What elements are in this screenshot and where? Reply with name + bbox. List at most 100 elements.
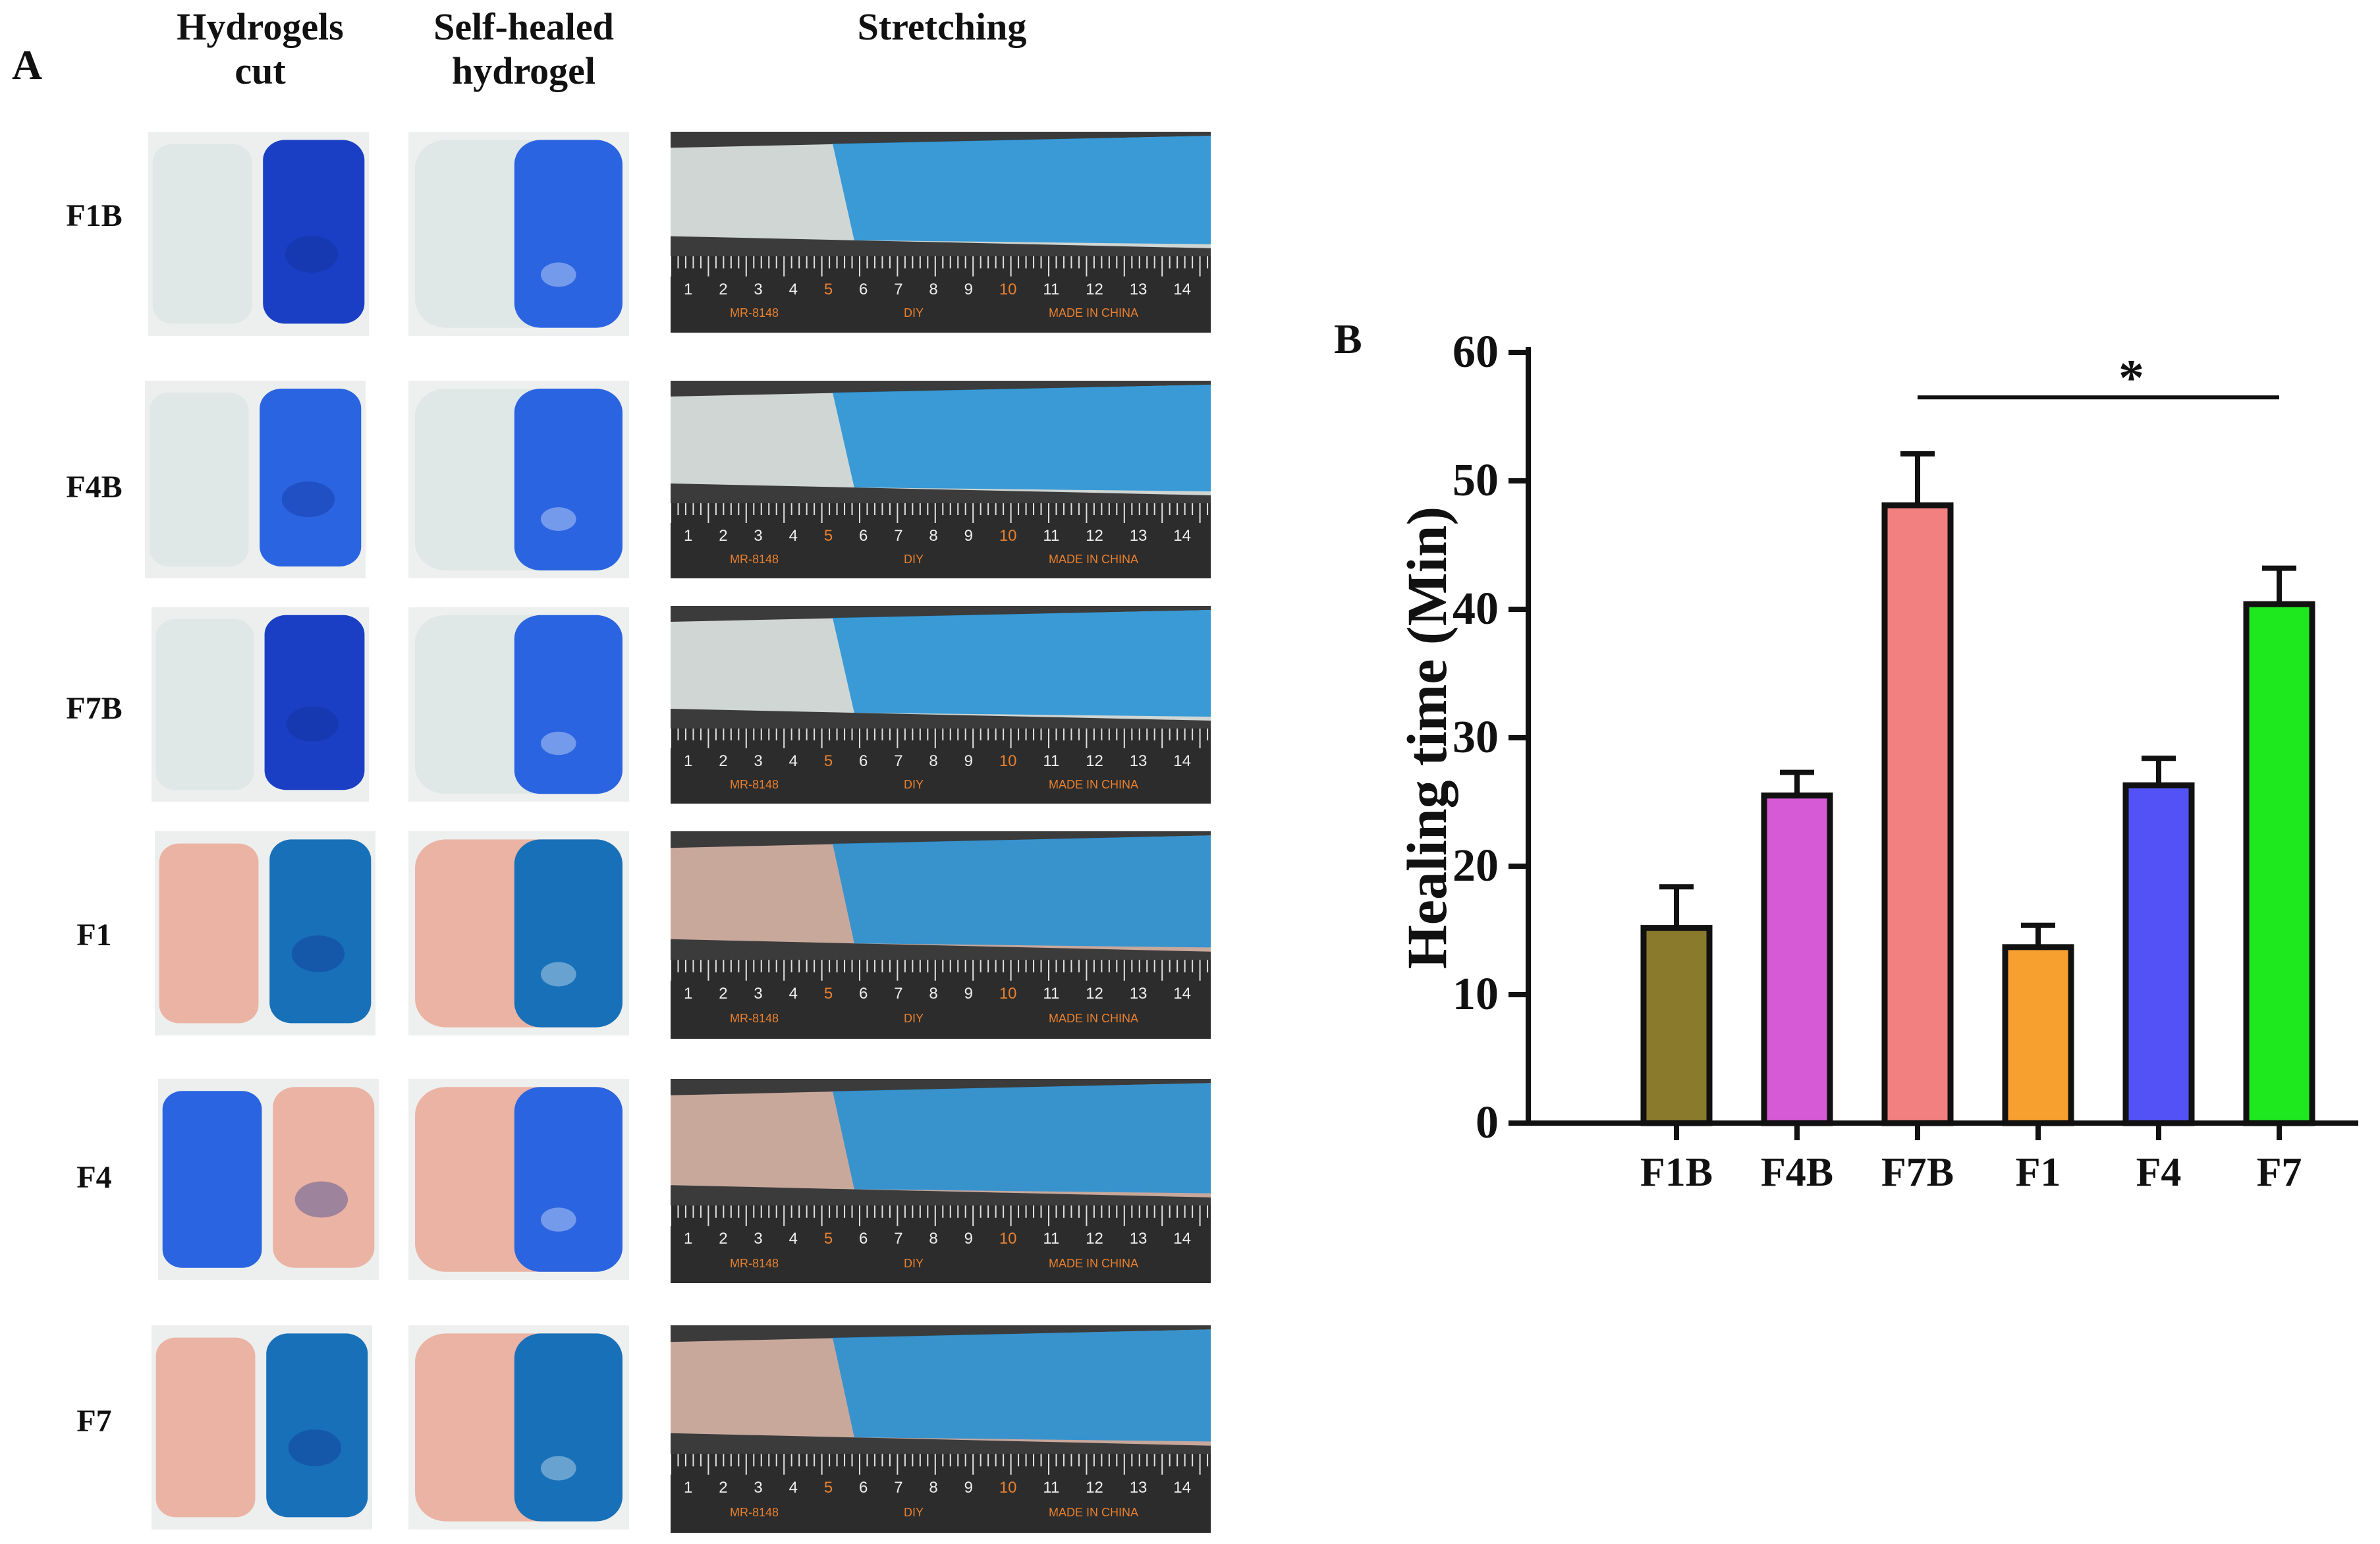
ruler-imprint-text: MR-8148: [730, 1256, 779, 1270]
hydrogel-cut-photo-f7b: [152, 607, 369, 802]
ruler-number: 3: [754, 280, 763, 298]
ruler-imprint-f7: MR-8148 DIY MADE IN CHINA: [730, 1506, 1138, 1520]
ruler-number: 1: [684, 1479, 693, 1497]
y-tick-label: 0: [1476, 1097, 1499, 1148]
column-header-cut-line1: Hydrogels: [177, 5, 344, 48]
x-tick-label-f1b: F1B: [1640, 1150, 1713, 1195]
ruler-number: 6: [859, 985, 868, 1003]
column-header-cut-line2: cut: [235, 49, 286, 92]
ruler-imprint-f1: MR-8148 DIY MADE IN CHINA: [730, 1012, 1138, 1026]
self-healed-photo-f1: [408, 831, 629, 1035]
ruler-number: 5: [823, 985, 833, 1003]
panel-a-label: A: [12, 41, 43, 88]
ruler-number: 13: [1129, 752, 1148, 770]
ruler-numbers-f7: 1 2 3 4 5 6 7 8 9 10 11 12 13 14: [684, 1479, 1191, 1497]
bar-f1: [2002, 944, 2074, 1126]
ruler-number: 4: [789, 752, 798, 770]
row-label-f1: F1: [76, 918, 112, 952]
ruler-imprint-text: DIY: [904, 1506, 924, 1520]
ruler-number: 10: [999, 985, 1017, 1003]
ruler-number: 14: [1173, 527, 1191, 545]
healing-time-chart: 0 10 20 30 40 50 60 Healing time (Min) F1B F4B F7B…: [1395, 327, 2358, 1195]
stretching-photo-f1: [671, 831, 1211, 1039]
ruler-imprint-text: MR-8148: [730, 1012, 779, 1026]
ruler-number: 12: [1086, 527, 1103, 545]
ruler-number: 11: [1043, 527, 1060, 545]
x-tick-label-f4b: F4B: [1761, 1150, 1833, 1195]
x-tick-label-f7: F7: [2257, 1150, 2302, 1195]
ruler-imprint-text: MADE IN CHINA: [1048, 306, 1138, 320]
ruler-imprint-text: MADE IN CHINA: [1048, 1012, 1138, 1026]
ruler-numbers-f4: 1 2 3 4 5 6 7 8 9 10 11 12 13 14: [684, 1230, 1191, 1248]
ruler-number: 14: [1173, 1230, 1191, 1248]
ruler-number: 10: [999, 280, 1017, 298]
ruler-number: 9: [964, 1230, 973, 1248]
ruler-number: 2: [719, 752, 728, 770]
row-label-f4: F4: [76, 1160, 112, 1195]
ruler-numbers-f1: 1 2 3 4 5 6 7 8 9 10 11 12 13 14: [684, 985, 1191, 1003]
ruler-numbers-f1b: 1 2 3 4 5 6 7 8 9 10 11 12 13 14: [684, 281, 1191, 299]
ruler-imprint-text: DIY: [904, 1012, 924, 1026]
ruler-number: 13: [1129, 1479, 1148, 1497]
column-header-healed: Self-healed hydrogel: [392, 5, 655, 93]
hydrogel-cut-photo-f4b: [145, 381, 366, 578]
ruler-imprint-text: MR-8148: [730, 1506, 779, 1520]
ruler-number: 9: [964, 280, 973, 298]
ruler-number: 7: [894, 985, 903, 1003]
ruler-number: 10: [999, 527, 1017, 545]
x-tick-label-f7b: F7B: [1881, 1150, 1954, 1195]
hydrogel-cut-photo-f4: [158, 1079, 379, 1280]
self-healed-photo-f7b: [408, 607, 629, 802]
ruler-imprint-f4: MR-8148 DIY MADE IN CHINA: [730, 1257, 1138, 1271]
ruler-imprint-text: DIY: [904, 1256, 924, 1270]
stretching-photo-f4: [671, 1079, 1211, 1283]
ruler-number: 2: [719, 280, 728, 298]
ruler-number: 5: [823, 752, 833, 770]
ruler-imprint-text: MR-8148: [730, 553, 779, 566]
ruler-number: 12: [1086, 1479, 1103, 1497]
ruler-number: 5: [823, 1479, 833, 1497]
ruler-number: 8: [929, 280, 938, 298]
ruler-number: 12: [1086, 1230, 1103, 1248]
significance-star: *: [2118, 348, 2144, 406]
self-healed-photo-f4b: [408, 381, 629, 578]
self-healed-photo-f1b: [408, 132, 629, 336]
ruler-imprint-f4b: MR-8148 DIY MADE IN CHINA: [730, 553, 1138, 566]
ruler-imprint-text: DIY: [904, 306, 924, 320]
column-header-stretching: Stretching: [744, 5, 1140, 49]
ruler-number: 3: [754, 1230, 763, 1248]
ruler-number: 2: [719, 527, 728, 545]
ruler-number: 2: [719, 985, 728, 1003]
ruler-number: 3: [754, 1479, 763, 1497]
y-tick-label: 20: [1453, 841, 1499, 891]
column-header-stretching-line1: Stretching: [857, 5, 1027, 48]
y-tick-label: 60: [1453, 327, 1499, 377]
ruler-number: 4: [789, 527, 798, 545]
x-tick-label-f1: F1: [2016, 1150, 2061, 1195]
ruler-number: 5: [823, 1230, 833, 1248]
ruler-number: 1: [684, 1230, 693, 1248]
y-tick-label: 40: [1453, 584, 1499, 634]
bar-f4b: [1761, 792, 1833, 1126]
ruler-number: 10: [999, 1230, 1017, 1248]
ruler-number: 14: [1173, 1479, 1191, 1497]
ruler-imprint-f7b: MR-8148 DIY MADE IN CHINA: [730, 778, 1138, 792]
ruler-number: 10: [999, 1479, 1017, 1497]
hydrogel-cut-photo-f7: [152, 1325, 372, 1530]
ruler-number: 6: [859, 752, 868, 770]
ruler-number: 2: [719, 1479, 728, 1497]
ruler-number: 1: [684, 752, 693, 770]
bar-f7: [2243, 601, 2315, 1126]
column-header-healed-line1: Self-healed: [433, 5, 614, 48]
bar-f4: [2122, 782, 2195, 1126]
ruler-number: 7: [894, 752, 903, 770]
y-tick-label: 30: [1453, 712, 1499, 763]
ruler-number: 8: [929, 527, 938, 545]
ruler-number: 14: [1173, 985, 1191, 1003]
ruler-number: 14: [1173, 280, 1191, 298]
stretching-photo-f4b: [671, 381, 1211, 578]
ruler-number: 11: [1043, 280, 1060, 298]
ruler-number: 11: [1043, 1479, 1060, 1497]
ruler-number: 3: [754, 985, 763, 1003]
